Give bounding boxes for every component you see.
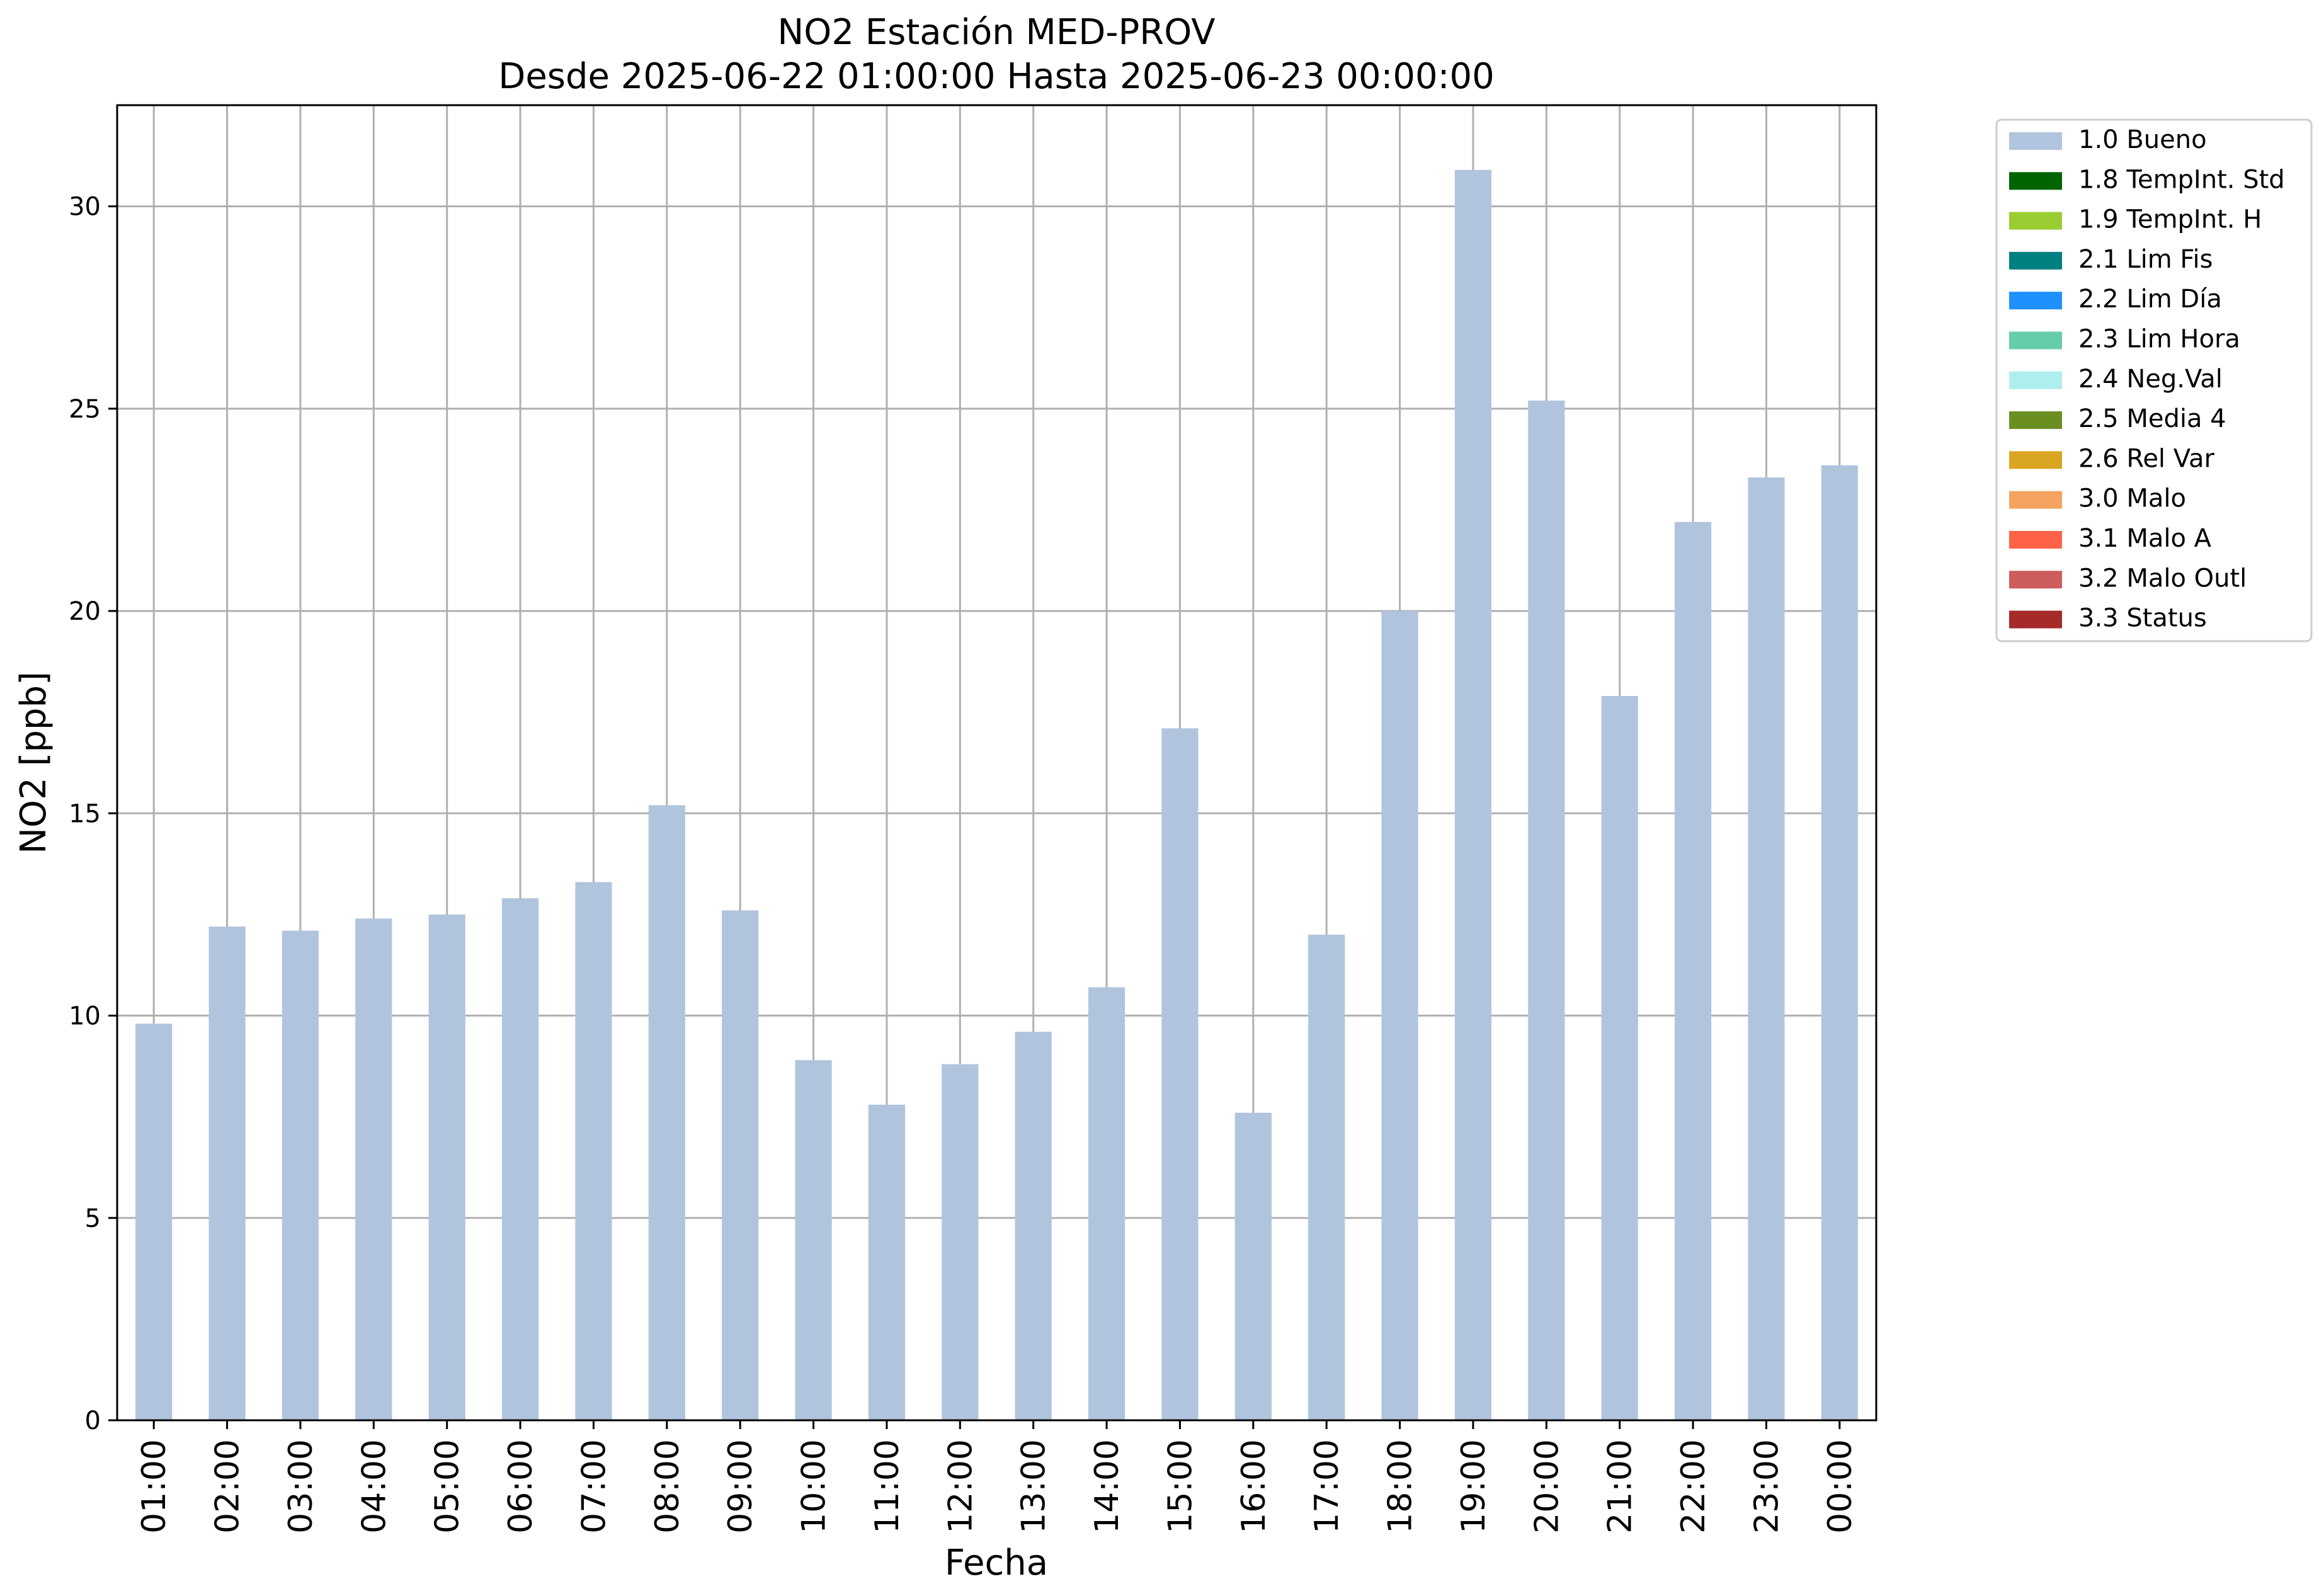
y-axis-label: NO2 [ppb] — [13, 671, 54, 854]
x-tick-label: 09:00 — [722, 1439, 760, 1534]
legend-label: 3.0 Malo — [2078, 484, 2186, 513]
x-tick-label: 01:00 — [135, 1439, 173, 1534]
x-tick-label: 11:00 — [869, 1439, 906, 1534]
bar — [722, 910, 759, 1420]
x-tick-label: 21:00 — [1602, 1439, 1639, 1534]
x-tick-label: 13:00 — [1015, 1439, 1053, 1534]
bar — [1821, 465, 1858, 1420]
legend-label: 2.6 Rel Var — [2078, 444, 2215, 473]
bar — [1601, 695, 1638, 1420]
bar — [1088, 987, 1125, 1420]
bar — [1748, 477, 1785, 1420]
legend-swatch — [2009, 610, 2062, 629]
legend-swatch — [2009, 371, 2062, 389]
legend-label: 2.4 Neg.Val — [2078, 365, 2223, 394]
legend-label: 3.3 Status — [2078, 604, 2207, 633]
y-tick-label: 5 — [85, 1204, 101, 1233]
x-tick-label: 08:00 — [649, 1439, 687, 1534]
bar — [1234, 1112, 1272, 1420]
x-tick-label: 06:00 — [502, 1439, 540, 1534]
legend-swatch — [2009, 251, 2062, 270]
y-axis-ticks: 0 5 10 15 20 25 30 — [69, 193, 117, 1435]
legend-swatch — [2009, 531, 2062, 549]
x-tick-label: 07:00 — [575, 1439, 613, 1534]
bar — [501, 898, 539, 1420]
legend-label: 1.8 TempInt. Std — [2078, 165, 2285, 194]
legend-label: 1.9 TempInt. H — [2078, 205, 2262, 234]
bar — [428, 914, 465, 1420]
bar — [1454, 169, 1492, 1421]
x-tick-label: 04:00 — [355, 1439, 393, 1534]
bar — [282, 930, 319, 1420]
legend-box — [1995, 118, 2313, 642]
legend-label: 2.3 Lim Hora — [2078, 325, 2240, 354]
chart-title: NO2 Estación MED-PROV — [777, 12, 1215, 53]
legend-label: 2.1 Lim Fis — [2078, 245, 2213, 274]
legend-swatch — [2009, 451, 2062, 469]
legend-swatch — [2009, 132, 2062, 150]
y-tick-label: 30 — [69, 193, 101, 222]
legend-swatch — [2009, 411, 2062, 430]
bar — [648, 805, 685, 1420]
y-tick-label: 10 — [69, 1002, 101, 1031]
bar — [795, 1060, 832, 1420]
x-tick-label: 03:00 — [282, 1439, 320, 1534]
y-tick-label: 15 — [69, 799, 101, 828]
x-axis-ticks: 01:00 02:00 03:00 04:00 05:00 06:00 07:00 08:00… — [135, 1420, 1859, 1534]
legend-swatch — [2009, 331, 2062, 350]
bar — [868, 1104, 906, 1420]
x-tick-label: 12:00 — [942, 1439, 979, 1534]
y-tick-label: 0 — [85, 1406, 101, 1435]
x-tick-label: 22:00 — [1675, 1439, 1712, 1534]
bars-group — [135, 169, 1858, 1421]
bar — [942, 1064, 979, 1420]
y-tick-label: 25 — [69, 395, 101, 424]
bar — [1381, 611, 1418, 1420]
bar — [575, 882, 612, 1420]
legend-label: 2.5 Media 4 — [2078, 404, 2226, 433]
legend-swatch — [2009, 571, 2062, 589]
y-tick-label: 20 — [69, 597, 101, 626]
x-tick-label: 15:00 — [1161, 1439, 1199, 1534]
legend-swatch — [2009, 292, 2062, 310]
bar — [1528, 400, 1565, 1420]
legend-swatch — [2009, 172, 2062, 190]
x-tick-label: 02:00 — [209, 1439, 247, 1534]
legend: 1.0 Bueno 1.8 TempInt. Std 1.9 TempInt. H 2… — [1995, 118, 2313, 642]
x-tick-label: 17:00 — [1308, 1439, 1346, 1534]
bar — [1674, 522, 1712, 1421]
bar — [1308, 935, 1345, 1420]
x-tick-label: 00:00 — [1821, 1439, 1859, 1534]
bar — [1161, 728, 1199, 1420]
x-tick-label: 16:00 — [1235, 1439, 1273, 1534]
x-tick-label: 05:00 — [429, 1439, 467, 1534]
bar — [135, 1023, 173, 1420]
legend-label: 1.0 Bueno — [2078, 125, 2207, 154]
x-tick-label: 18:00 — [1382, 1439, 1420, 1534]
x-tick-label: 14:00 — [1088, 1439, 1126, 1534]
x-tick-label: 10:00 — [795, 1439, 833, 1534]
x-tick-label: 20:00 — [1528, 1439, 1566, 1534]
legend-swatch — [2009, 491, 2062, 509]
x-tick-label: 23:00 — [1748, 1439, 1786, 1534]
x-tick-label: 19:00 — [1455, 1439, 1493, 1534]
plot-area-frame — [116, 104, 1877, 1422]
bar — [208, 926, 246, 1420]
legend-label: 3.1 Malo A — [2078, 524, 2212, 553]
x-axis-label: Fecha — [945, 1542, 1048, 1583]
legend-label: 2.2 Lim Día — [2078, 285, 2222, 314]
legend-swatch — [2009, 212, 2062, 230]
bar — [355, 918, 392, 1420]
legend-label: 3.2 Malo Outl — [2078, 564, 2247, 593]
bar — [1015, 1032, 1052, 1420]
chart-subtitle: Desde 2025-06-22 01:00:00 Hasta 2025-06-… — [498, 56, 1495, 97]
